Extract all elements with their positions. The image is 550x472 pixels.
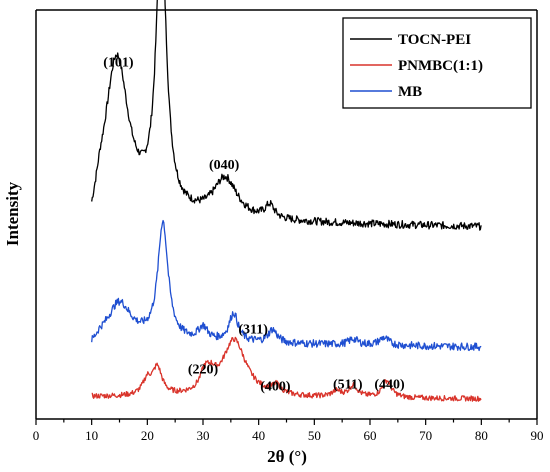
- x-axis-title: 2θ (°): [267, 447, 307, 466]
- x-tick-label-80: 80: [475, 428, 488, 443]
- x-tick-label-10: 10: [85, 428, 98, 443]
- peak-label-101: (101): [103, 56, 134, 71]
- legend-box: [342, 17, 532, 109]
- x-tick-label-60: 60: [364, 428, 377, 443]
- x-tick-label-90: 90: [531, 428, 544, 443]
- peak-label-440: (440): [374, 378, 405, 393]
- y-axis-title: Intensity: [3, 181, 22, 246]
- x-tick-label-0: 0: [33, 428, 40, 443]
- legend-label-mb: MB: [398, 84, 422, 100]
- x-tick-label-70: 70: [419, 428, 432, 443]
- series: [91, 0, 482, 402]
- peak-label-040: (040): [209, 158, 240, 173]
- x-tick-label-50: 50: [308, 428, 321, 443]
- peak-label-511: (511): [333, 378, 363, 393]
- peak-label-400: (400): [260, 380, 291, 395]
- legend: TOCN-PEI PNMBC(1:1) MB: [342, 17, 532, 109]
- peak-label-220: (220): [188, 363, 219, 378]
- legend-label-pnmbc: PNMBC(1:1): [398, 58, 483, 74]
- series-line-tocn-pei: [91, 0, 482, 231]
- series-line-mb: [91, 219, 482, 352]
- x-ticks: 0 10 20 30 40 50 60 70 80 90: [33, 419, 544, 443]
- series-line-pnmbc-1-1: [91, 336, 482, 402]
- peak-annotations: (101)(200)(040)(220)(311)(400)(511)(440): [103, 56, 405, 395]
- peak-label-311: (311): [238, 323, 268, 338]
- x-tick-label-20: 20: [141, 428, 154, 443]
- legend-label-tocn-pei: TOCN-PEI: [398, 32, 471, 48]
- x-tick-label-30: 30: [197, 428, 210, 443]
- x-tick-label-40: 40: [252, 428, 265, 443]
